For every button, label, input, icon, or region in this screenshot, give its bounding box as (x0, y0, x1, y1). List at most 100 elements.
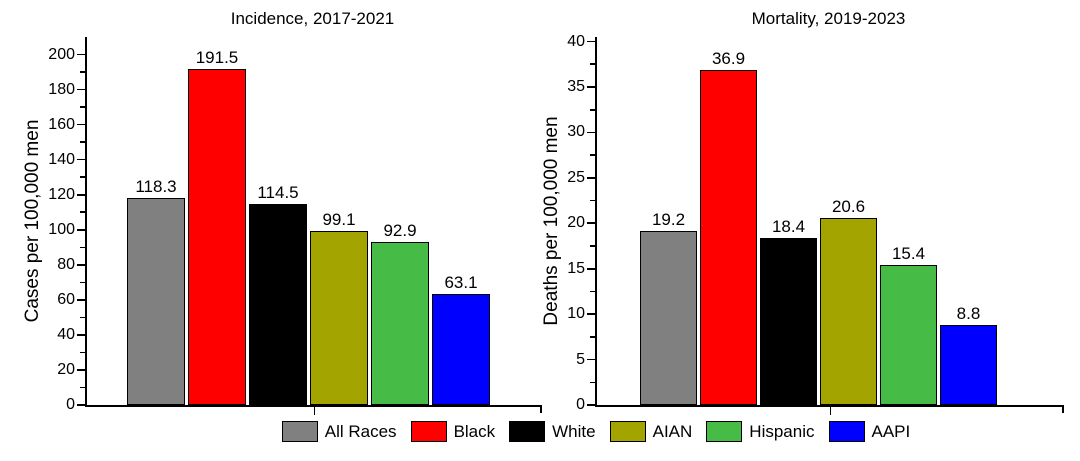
y-tick-label: 15 (567, 259, 585, 277)
legend-item-all-races: All Races (281, 421, 397, 442)
bar-hispanic (880, 265, 937, 405)
y-tick-label: 20 (567, 214, 585, 232)
x-center-tick (829, 407, 832, 415)
y-major-tick (77, 369, 85, 371)
y-minor-tick (590, 199, 595, 202)
legend-swatch (509, 421, 546, 442)
legend: All Races Black White AIAN Hispanic AAPI (0, 421, 1080, 442)
y-minor-tick (80, 176, 85, 178)
legend-item-white: White (509, 421, 596, 442)
y-minor-tick (590, 381, 595, 384)
y-minor-tick (590, 154, 595, 156)
y-minor-tick (80, 71, 85, 73)
y-minor-tick (80, 281, 85, 284)
y-major-tick (77, 299, 85, 301)
legend-label: AIAN (652, 422, 693, 441)
y-major-tick (77, 334, 85, 336)
y-major-tick (77, 123, 85, 126)
bar-black (700, 69, 757, 405)
bar-value-label: 114.5 (257, 183, 299, 203)
legend-item-aapi: AAPI (828, 421, 911, 442)
y-tick-label: 180 (48, 80, 75, 98)
y-tick-label: 80 (57, 255, 75, 273)
y-minor-tick (590, 290, 595, 293)
y-minor-tick (590, 63, 595, 66)
bar-aian (310, 231, 368, 405)
legend-item-hispanic: Hispanic (706, 421, 815, 442)
y-major-tick (587, 86, 595, 88)
bar-value-label: 36.9 (711, 48, 746, 68)
bar-black (188, 69, 246, 405)
y-minor-tick (80, 141, 85, 143)
y-tick-label: 25 (567, 168, 585, 186)
bar-value-label: 15.4 (891, 244, 926, 264)
y-minor-tick (590, 336, 595, 338)
y-minor-tick (80, 246, 85, 249)
chart-title: Mortality, 2019-2023 (751, 9, 906, 28)
legend-label: White (552, 422, 596, 441)
y-tick-label: 40 (567, 32, 585, 50)
y-tick-label: 0 (66, 396, 75, 413)
chart-title: Incidence, 2017-2021 (230, 9, 395, 28)
bar-value-label: 63.1 (444, 273, 478, 293)
x-axis-end-tick (540, 407, 542, 413)
bar-all-races (127, 197, 185, 405)
y-major-tick (587, 267, 595, 270)
y-major-tick (587, 404, 595, 406)
y-tick-label: 160 (48, 115, 75, 133)
bar-hispanic (371, 242, 429, 405)
y-major-tick (587, 313, 595, 315)
y-major-tick (587, 358, 595, 361)
bar-value-label: 92.9 (383, 221, 417, 241)
legend-label: All Races (324, 422, 397, 441)
y-major-tick (587, 222, 595, 225)
y-major-tick (77, 53, 85, 56)
y-minor-tick (590, 108, 595, 111)
y-tick-label: 120 (48, 185, 75, 203)
legend-swatch (609, 421, 646, 442)
y-tick-label: 0 (576, 396, 585, 413)
y-tick-label: 5 (576, 350, 585, 368)
bar-value-label: 8.8 (956, 304, 981, 324)
y-major-tick (77, 264, 85, 266)
y-tick-label: 40 (57, 325, 75, 343)
bar-white (760, 237, 817, 405)
y-minor-tick (80, 316, 85, 319)
y-minor-tick (80, 211, 85, 214)
y-tick-label: 20 (57, 360, 75, 378)
y-minor-tick (80, 351, 85, 354)
y-tick-label: 60 (57, 290, 75, 308)
bar-white (249, 204, 307, 405)
x-center-tick (313, 407, 316, 415)
legend-label: Hispanic (749, 422, 815, 441)
legend-swatch (828, 421, 865, 442)
bar-aapi (940, 325, 997, 405)
bar-value-label: 118.3 (135, 176, 177, 196)
x-axis-end-tick (1062, 407, 1064, 413)
y-major-tick (77, 228, 85, 231)
bar-value-label: 18.4 (771, 216, 806, 236)
y-major-tick (77, 193, 85, 196)
legend-item-aian: AIAN (609, 421, 693, 442)
legend-swatch (281, 421, 318, 442)
legend-swatch (410, 421, 447, 442)
y-major-tick (77, 88, 85, 91)
bar-value-label: 99.1 (322, 210, 356, 230)
plot-area: 0 20 40 60 80 100 120 140 160 180 200 118.3 191.5 114… (48, 37, 542, 415)
y-tick-label: 140 (48, 150, 75, 168)
y-minor-tick (80, 106, 85, 108)
y-tick-label: 35 (567, 77, 585, 95)
legend-label: AAPI (871, 422, 911, 441)
bar-aapi (432, 294, 490, 405)
plot-area: 0 5 10 15 20 25 30 35 40 19.2 36.9 18.4 20.6 15.4 8.8 (567, 33, 1064, 415)
bar-aian (820, 217, 877, 405)
y-tick-label: 30 (567, 123, 585, 141)
y-tick-label: 10 (567, 305, 585, 323)
bar-value-label: 20.6 (831, 196, 866, 216)
y-minor-tick (80, 386, 85, 389)
y-major-tick (587, 131, 595, 134)
legend-swatch (706, 421, 743, 442)
bar-value-label: 19.2 (651, 209, 686, 229)
